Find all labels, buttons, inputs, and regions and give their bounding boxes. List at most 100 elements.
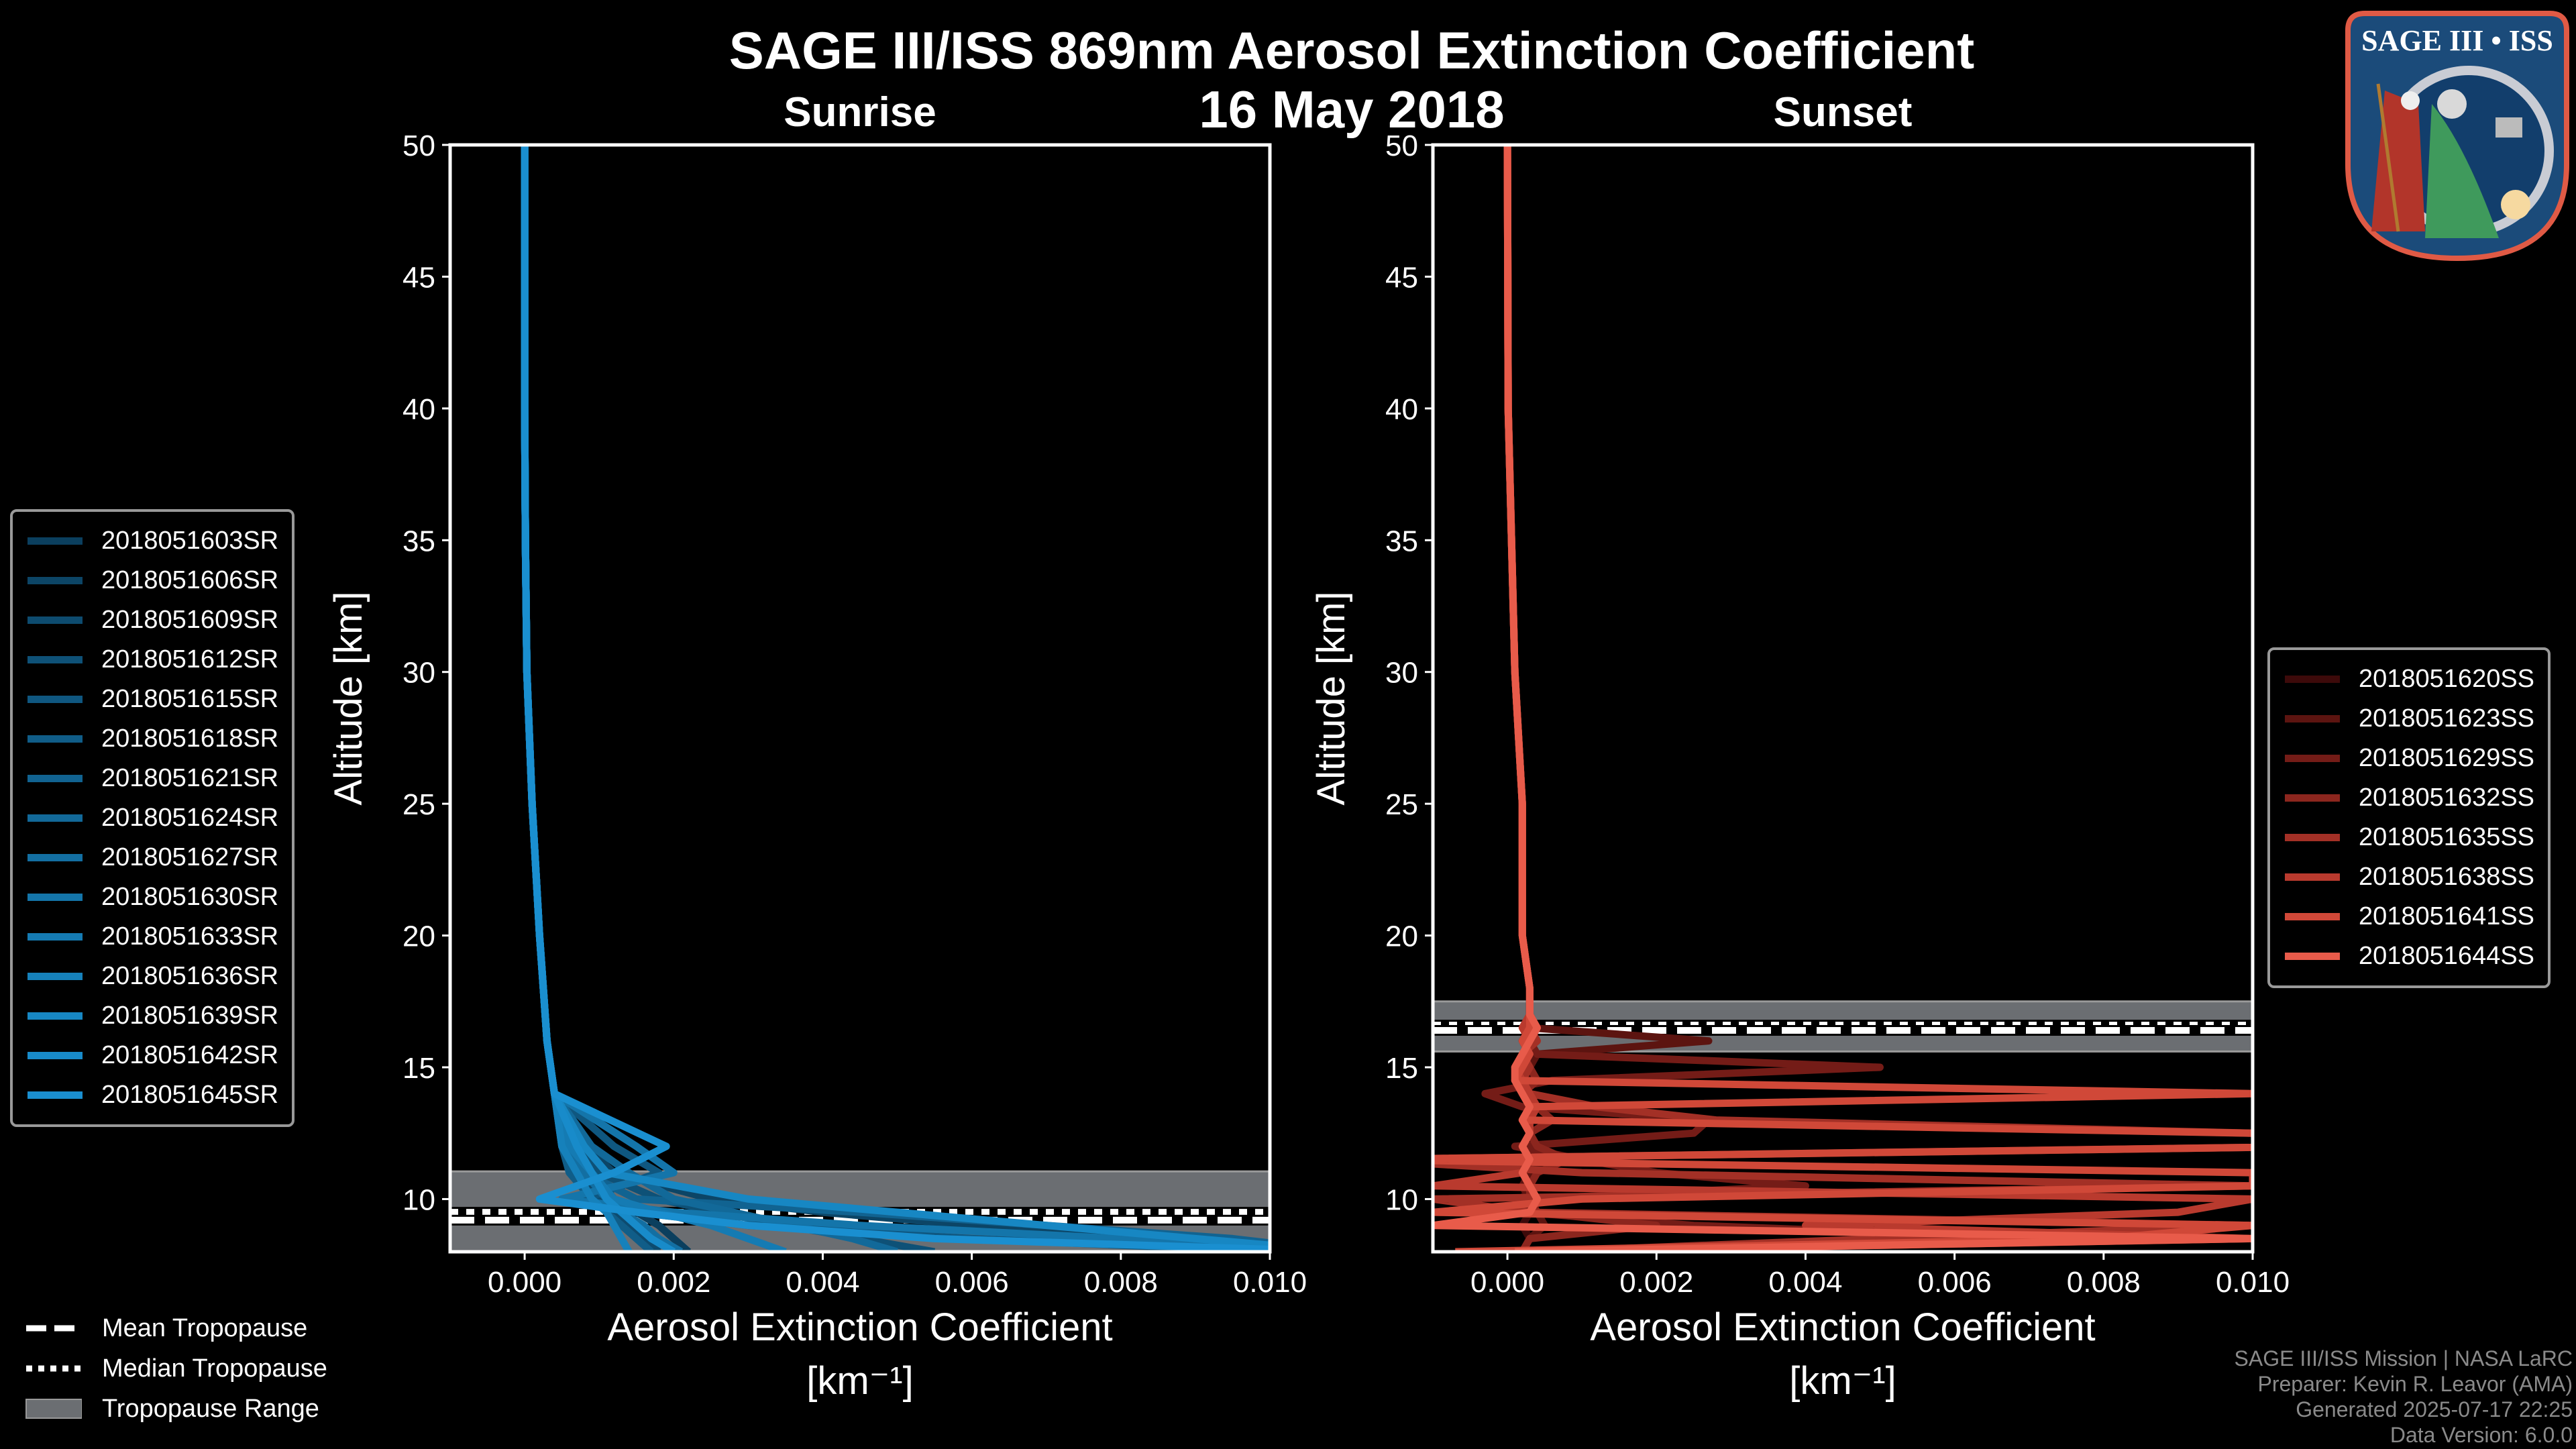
- legend-entry: 2018051645SR: [13, 1075, 292, 1115]
- legend-swatch: [28, 735, 83, 743]
- footer-credits: SAGE III/ISS Mission | NASA LaRC Prepare…: [2235, 1346, 2573, 1448]
- x-tick-label: 0.000: [1470, 1266, 1544, 1299]
- legend-label: 2018051629SS: [2359, 744, 2535, 772]
- x-tick-label: 0.010: [2216, 1266, 2290, 1299]
- legend-entry: 2018051623SS: [2270, 699, 2548, 739]
- legend-entry: 2018051603SR: [13, 521, 292, 561]
- y-tick-label: 15: [402, 1052, 435, 1085]
- legend-swatch: [2285, 676, 2340, 683]
- legend-entry: 2018051641SS: [2270, 897, 2548, 936]
- legend-swatch: [28, 656, 83, 663]
- legend-swatch: [28, 1091, 83, 1099]
- x-tick-label: 0.004: [1768, 1266, 1842, 1299]
- axes-frame: [1431, 143, 2255, 1254]
- x-axis-label: Aerosol Extinction Coefficient: [607, 1305, 1112, 1349]
- legend-label: 2018051641SS: [2359, 902, 2535, 930]
- legend-label: 2018051645SR: [101, 1081, 279, 1109]
- legend-label: 2018051603SR: [101, 527, 279, 555]
- legend-label: 2018051623SS: [2359, 704, 2535, 733]
- legend-swatch: [2285, 715, 2340, 722]
- sunset-legend: 2018051620SS 2018051623SS 2018051629SS 2018…: [2267, 647, 2551, 988]
- legend-label: 2018051618SR: [101, 724, 279, 753]
- plot-area: [450, 145, 1270, 1252]
- legend-label: 2018051624SR: [101, 804, 279, 832]
- legend-entry: 2018051609SR: [13, 600, 292, 640]
- series-line-2018051618SR: [521, 145, 654, 1252]
- x-axis-unit: [km⁻¹]: [806, 1359, 913, 1403]
- series-line-2018051633SR: [521, 145, 787, 1252]
- tropopause-legend: Mean Tropopause Median Tropopause Tropop…: [0, 1308, 327, 1429]
- legend-entry: 2018051606SR: [13, 561, 292, 600]
- legend-label: 2018051621SR: [101, 764, 279, 792]
- x-axis-unit: [km⁻¹]: [1789, 1359, 1896, 1403]
- legend-entry: 2018051621SR: [13, 759, 292, 798]
- x-tick-label: 0.004: [786, 1266, 859, 1299]
- legend-entry: 2018051620SS: [2270, 659, 2548, 699]
- series-line-2018051612SR: [521, 145, 936, 1252]
- sage-iss-logo: SAGE III • ISS: [2345, 11, 2569, 262]
- series-line-2018051627SR: [521, 145, 684, 1252]
- series-line-2018051606SR: [521, 145, 1270, 1252]
- y-tick-label: 30: [1385, 657, 1418, 690]
- plot-area: [1433, 145, 2253, 1252]
- legend-swatch: [2285, 755, 2340, 762]
- legend-swatch: [28, 1012, 83, 1020]
- legend-label: 2018051635SS: [2359, 823, 2535, 851]
- x-tick-label: 0.006: [935, 1266, 1009, 1299]
- axes-sunrise: 0.000 0.002 0.004 0.006 0.008 0.010 10 15 20 25 30…: [327, 89, 1307, 1403]
- legend-label: 2018051633SR: [101, 922, 279, 951]
- y-tick-label: 20: [402, 920, 435, 953]
- legend-swatch: [28, 577, 83, 584]
- x-tick-label: 0.010: [1233, 1266, 1307, 1299]
- series-line-2018051645SR: [521, 145, 1270, 1252]
- legend-entry: 2018051612SR: [13, 640, 292, 680]
- y-tick-label: 15: [1385, 1052, 1418, 1085]
- trop-legend-mean: Mean Tropopause: [0, 1308, 327, 1348]
- x-tick-label: 0.008: [1084, 1266, 1158, 1299]
- legend-swatch: [28, 933, 83, 941]
- y-axis-label: Altitude [km]: [1309, 591, 1353, 805]
- legend-swatch: [2285, 794, 2340, 802]
- legend-label: 2018051644SS: [2359, 942, 2535, 970]
- subplot-title: Sunset: [1774, 89, 1913, 136]
- legend-swatch: [28, 973, 83, 980]
- y-tick-label: 30: [402, 657, 435, 690]
- legend-entry: 2018051635SS: [2270, 818, 2548, 857]
- legend-entry: 2018051615SR: [13, 680, 292, 719]
- footer-preparer: Preparer: Kevin R. Leavor (AMA): [2257, 1372, 2573, 1396]
- figure-date: 16 May 2018: [1199, 80, 1505, 139]
- y-tick-label: 40: [402, 393, 435, 426]
- legend-entry: 2018051639SR: [13, 996, 292, 1036]
- legend-swatch: [28, 696, 83, 703]
- y-tick-label: 50: [402, 129, 435, 162]
- legend-label: 2018051612SR: [101, 645, 279, 674]
- legend-label: 2018051638SS: [2359, 863, 2535, 891]
- x-tick-label: 0.006: [1918, 1266, 1992, 1299]
- legend-label: 2018051639SR: [101, 1002, 279, 1030]
- legend-entry: 2018051618SR: [13, 719, 292, 759]
- series-line-2018051609SR: [521, 145, 661, 1252]
- legend-swatch: [2285, 834, 2340, 841]
- legend-swatch: [28, 537, 83, 545]
- legend-label: 2018051606SR: [101, 566, 279, 594]
- series-line-2018051644SS: [1433, 145, 2253, 1252]
- y-tick-label: 35: [1385, 525, 1418, 557]
- trop-legend-label: Median Tropopause: [102, 1354, 327, 1383]
- y-tick-label: 10: [1385, 1183, 1418, 1216]
- legend-entry: 2018051642SR: [13, 1036, 292, 1075]
- subplot-title: Sunrise: [784, 89, 936, 136]
- legend-swatch: [2285, 913, 2340, 920]
- footer-generated: Generated 2025-07-17 22:25: [2296, 1397, 2573, 1421]
- y-tick-label: 50: [1385, 129, 1418, 162]
- legend-label: 2018051615SR: [101, 685, 279, 713]
- series-line-2018051621SR: [521, 145, 1270, 1247]
- legend-swatch: [28, 814, 83, 822]
- legend-label: 2018051642SR: [101, 1041, 279, 1069]
- legend-entry: 2018051627SR: [13, 838, 292, 877]
- y-tick-label: 10: [402, 1183, 435, 1216]
- y-tick-label: 40: [1385, 393, 1418, 426]
- series-line-2018051624SR: [521, 145, 899, 1252]
- trop-legend-label: Mean Tropopause: [102, 1313, 308, 1342]
- series-line-2018051636SR: [521, 145, 633, 1252]
- series-line-2018051641SS: [1433, 145, 2253, 1252]
